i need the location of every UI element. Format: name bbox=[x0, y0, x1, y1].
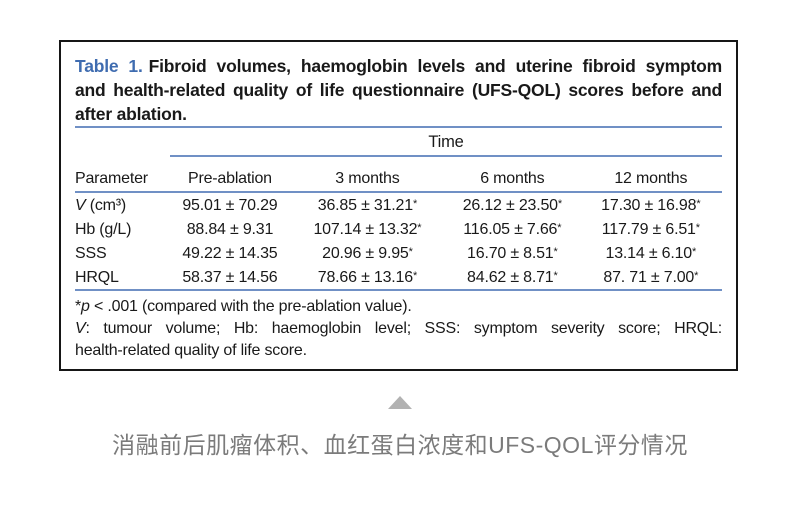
table-title-line3: after ablation. bbox=[75, 104, 187, 124]
table-body: V (cm³) 95.01 ± 70.29 36.85 ± 31.21* 26.12 … bbox=[75, 192, 722, 291]
column-header-pre-ablation: Pre-ablation bbox=[170, 156, 290, 193]
table-footnotes: *p < .001 (compared with the pre-ablatio… bbox=[75, 296, 722, 362]
footnote-significance: *p < .001 (compared with the pre-ablatio… bbox=[75, 296, 722, 318]
significance-star: * bbox=[557, 198, 562, 210]
table-title: Table 1. Fibroid volumes, haemoglobin lev… bbox=[75, 54, 722, 126]
column-header-3-months: 3 months bbox=[289, 156, 446, 193]
value-cell: 117.79 ± 6.51* bbox=[601, 221, 700, 238]
paper-table-card: Table 1. Fibroid volumes, haemoglobin lev… bbox=[59, 40, 738, 371]
parameter-cell: Hb (g/L) bbox=[75, 221, 132, 238]
data-table: Time Parameter Pre-ablation 3 months 6 m… bbox=[75, 128, 722, 291]
value-cell: 26.12 ± 23.50* bbox=[462, 197, 562, 214]
column-header-parameter: Parameter bbox=[75, 156, 171, 193]
table-row: Hb (g/L) 88.84 ± 9.31 107.14 ± 13.32* 116.0… bbox=[75, 217, 722, 241]
significance-star: * bbox=[553, 246, 558, 258]
footnote-v: V bbox=[75, 320, 86, 337]
table-row: V (cm³) 95.01 ± 70.29 36.85 ± 31.21* 26.12 … bbox=[75, 192, 722, 217]
value-cell: 88.84 ± 9.31 bbox=[186, 221, 274, 238]
figure-caption-zh: 消融前后肌瘤体积、血红蛋白浓度和UFS-QOL评分情况 bbox=[112, 432, 688, 458]
value-cell: 116.05 ± 7.66* bbox=[463, 221, 562, 238]
column-header-12-months: 12 months bbox=[579, 156, 722, 193]
significance-star: * bbox=[417, 222, 422, 234]
value-cell: 13.14 ± 6.10* bbox=[605, 245, 697, 262]
significance-star: * bbox=[696, 198, 701, 210]
significance-star: * bbox=[695, 222, 700, 234]
significance-star: * bbox=[412, 198, 418, 210]
value-cell: 20.96 ± 9.95* bbox=[322, 245, 413, 262]
footnote-p: p bbox=[81, 298, 90, 315]
significance-star: * bbox=[557, 222, 562, 234]
significance-star: * bbox=[694, 270, 699, 282]
significance-star: * bbox=[408, 246, 413, 258]
value-cell: 36.85 ± 31.21* bbox=[317, 197, 418, 214]
time-spanner-header: Time bbox=[170, 128, 722, 157]
significance-star: * bbox=[553, 270, 558, 282]
value-cell: 58.37 ± 14.56 bbox=[170, 265, 290, 291]
value-cell: 17.30 ± 16.98* bbox=[601, 197, 701, 214]
footnote-abbreviations-line2: health-related quality of life score. bbox=[75, 342, 307, 359]
table-title-line2: and health-related quality of life quest… bbox=[75, 80, 722, 100]
parameter-cell: V (cm³) bbox=[75, 197, 127, 214]
table-title-line1: Table 1. Fibroid volumes, haemoglobin lev… bbox=[75, 54, 722, 78]
value-cell: 107.14 ± 13.32* bbox=[313, 221, 422, 238]
value-cell: 84.62 ± 8.71* bbox=[445, 265, 580, 291]
table-row: HRQL 58.37 ± 14.56 78.66 ± 13.16* 84.62 ± 8… bbox=[75, 265, 722, 291]
column-header-6-months: 6 months bbox=[445, 156, 580, 193]
table-row: SSS 49.22 ± 14.35 20.96 ± 9.95* 16.70 ± 8.5… bbox=[75, 241, 722, 265]
footnote-significance-text: < .001 (compared with the pre-ablation v… bbox=[89, 298, 412, 315]
table-number-label: Table 1. bbox=[75, 56, 143, 76]
parameter-cell: HRQL bbox=[75, 265, 171, 291]
triangle-up-icon[interactable] bbox=[388, 396, 412, 409]
value-cell: 87. 71 ± 7.00* bbox=[579, 265, 722, 291]
spanner-empty-cell bbox=[75, 128, 170, 156]
value-cell: 78.66 ± 13.16* bbox=[289, 265, 446, 291]
footnote-star: * bbox=[75, 298, 82, 315]
value-cell: 49.22 ± 14.35 bbox=[182, 245, 278, 262]
title-divider bbox=[75, 126, 722, 128]
parameter-cell: SSS bbox=[75, 245, 107, 262]
footnote-abbreviations-text: : tumour volume; Hb: haemoglobin level; … bbox=[85, 320, 722, 337]
footnote-abbreviations-line1: V: tumour volume; Hb: haemoglobin level;… bbox=[75, 318, 722, 340]
value-cell: 95.01 ± 70.29 bbox=[182, 197, 278, 214]
significance-star: * bbox=[412, 270, 418, 282]
spanner-row: Time bbox=[75, 128, 722, 157]
significance-star: * bbox=[691, 246, 697, 258]
column-header-row: Parameter Pre-ablation 3 months 6 months… bbox=[75, 156, 722, 193]
table-title-text: Fibroid volumes, haemoglobin levels and … bbox=[148, 56, 723, 76]
value-cell: 16.70 ± 8.51* bbox=[467, 245, 558, 262]
